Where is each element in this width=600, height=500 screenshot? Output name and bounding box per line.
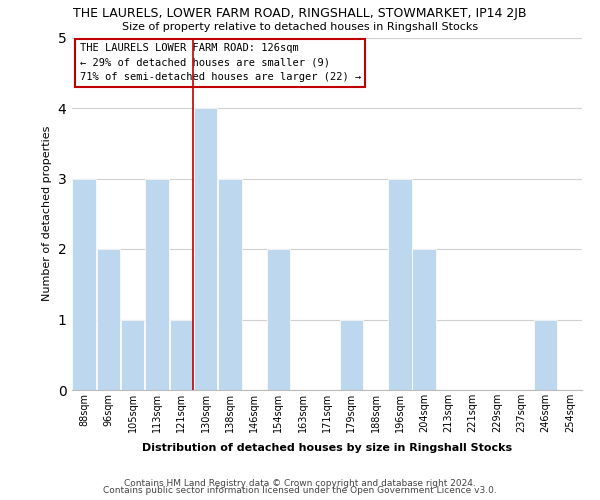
X-axis label: Distribution of detached houses by size in Ringshall Stocks: Distribution of detached houses by size …: [142, 444, 512, 454]
Text: Contains HM Land Registry data © Crown copyright and database right 2024.: Contains HM Land Registry data © Crown c…: [124, 478, 476, 488]
Y-axis label: Number of detached properties: Number of detached properties: [42, 126, 52, 302]
Bar: [121, 320, 145, 390]
Bar: [388, 178, 412, 390]
Text: Contains public sector information licensed under the Open Government Licence v3: Contains public sector information licen…: [103, 486, 497, 495]
Bar: [170, 320, 193, 390]
Bar: [340, 320, 363, 390]
Bar: [534, 320, 557, 390]
Text: THE LAURELS LOWER FARM ROAD: 126sqm
← 29% of detached houses are smaller (9)
71%: THE LAURELS LOWER FARM ROAD: 126sqm ← 29…: [80, 43, 361, 82]
Text: Size of property relative to detached houses in Ringshall Stocks: Size of property relative to detached ho…: [122, 22, 478, 32]
Bar: [194, 108, 217, 390]
Bar: [97, 249, 120, 390]
Bar: [412, 249, 436, 390]
Bar: [73, 178, 96, 390]
Bar: [145, 178, 169, 390]
Text: THE LAURELS, LOWER FARM ROAD, RINGSHALL, STOWMARKET, IP14 2JB: THE LAURELS, LOWER FARM ROAD, RINGSHALL,…: [73, 8, 527, 20]
Bar: [266, 249, 290, 390]
Bar: [218, 178, 242, 390]
